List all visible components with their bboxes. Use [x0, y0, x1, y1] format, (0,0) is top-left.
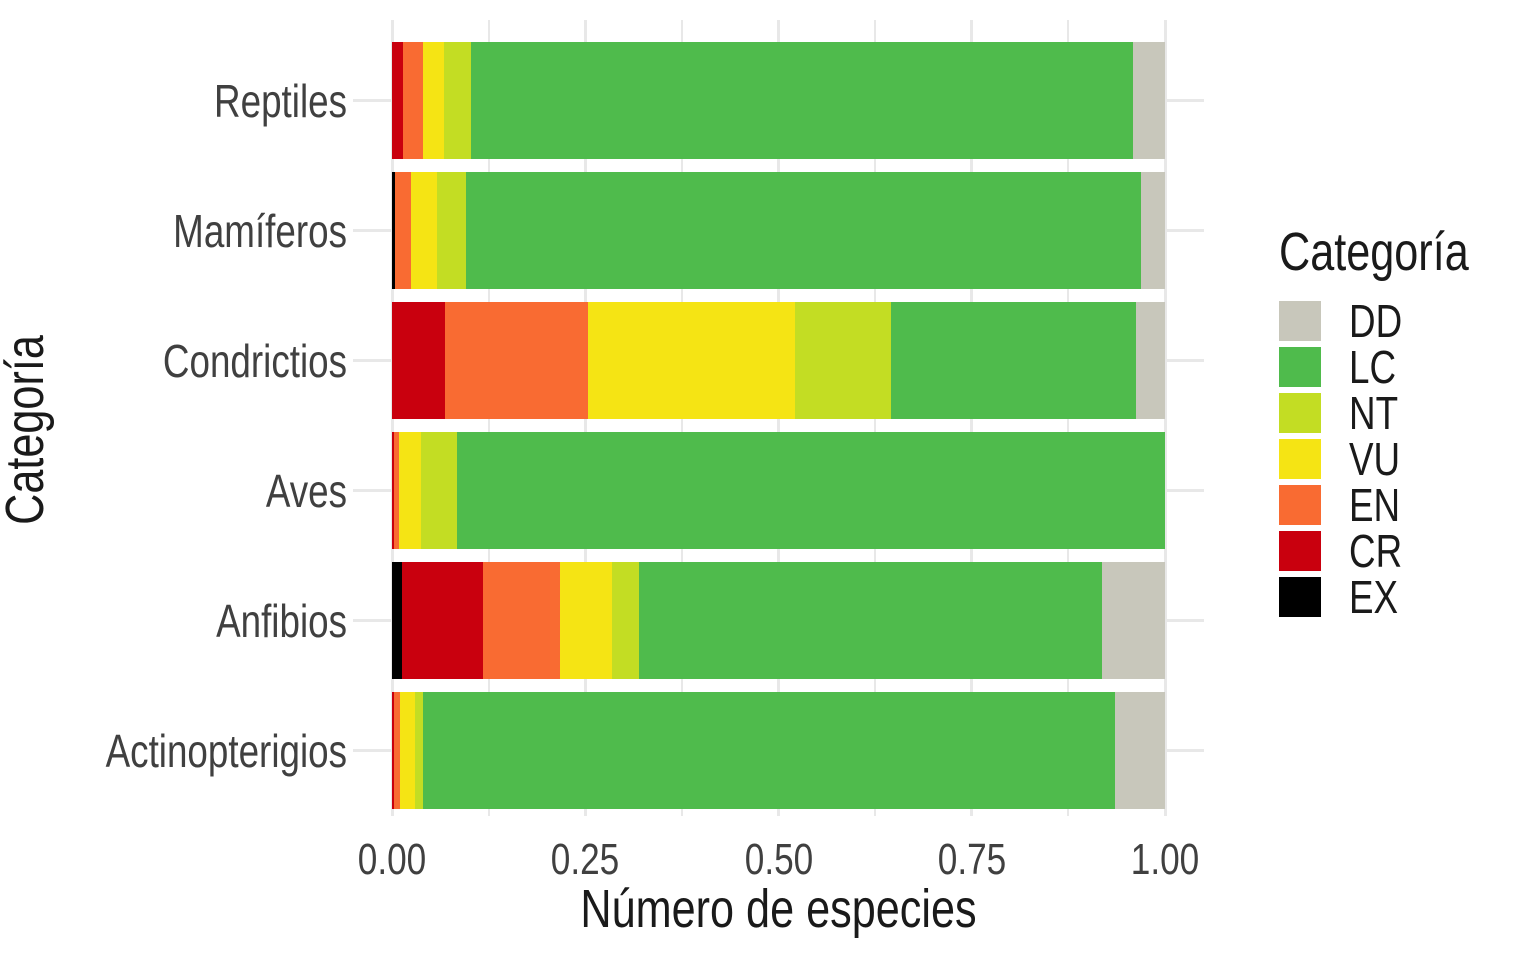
legend-entry-EN: EN: [1279, 479, 1536, 531]
bar-segment-DD: [1102, 562, 1165, 679]
bar-segment-EN: [394, 432, 399, 549]
bar-segment-VU: [411, 172, 437, 289]
legend-entries: DD LC NT VU EN CR EX: [1279, 295, 1536, 623]
bar-segment-NT: [415, 692, 423, 809]
bar-segment-EN: [444, 302, 589, 419]
legend-entry-VU: VU: [1279, 433, 1536, 485]
bar-segment-CR: [402, 562, 484, 679]
bar-segment-DD: [1114, 692, 1165, 809]
bar-segment-DD: [1133, 42, 1165, 159]
bar-segment-VU: [422, 42, 444, 159]
bar-segment-NT: [795, 302, 892, 419]
legend-entry-LC: LC: [1279, 341, 1536, 393]
legend-label-VU: VU: [1349, 433, 1401, 485]
legend-entry-CR: CR: [1279, 525, 1536, 577]
bar-row-aves: [392, 432, 1165, 549]
legend-label-LC: LC: [1349, 341, 1397, 393]
x-tick-label-1.00: 1.00: [1130, 835, 1200, 884]
category-label-anfibios: Anfibios: [216, 594, 347, 647]
bar-segment-VU: [398, 432, 421, 549]
legend-swatch-NT: [1279, 393, 1321, 433]
legend-title: Categoría: [1279, 222, 1469, 282]
legend-label-EX: EX: [1349, 571, 1399, 623]
legend-swatch-CR: [1279, 531, 1321, 571]
bar-segment-VU: [588, 302, 796, 419]
bar-row-anfibios: [392, 562, 1165, 679]
gridline-vertical-major: [1163, 20, 1167, 816]
bar-segment-NT: [612, 562, 639, 679]
bar-segment-LC: [466, 172, 1141, 289]
legend-label-EN: EN: [1349, 479, 1401, 531]
x-tick-label-0.25: 0.25: [550, 835, 620, 884]
bar-segment-EX: [392, 562, 403, 679]
bar-segment-LC: [422, 692, 1115, 809]
category-label-aves: Aves: [265, 464, 347, 517]
category-label-actinopterigios: Actinopterigios: [105, 724, 347, 777]
bar-segment-LC: [470, 42, 1134, 159]
bar-segment-DD: [1140, 172, 1165, 289]
bar-segment-DD: [1136, 302, 1165, 419]
bar-segment-EN: [483, 562, 560, 679]
legend-entry-DD: DD: [1279, 295, 1536, 347]
legend-swatch-LC: [1279, 347, 1321, 387]
x-axis-title: Número de especies: [580, 879, 977, 939]
legend-swatch-EX: [1279, 577, 1321, 617]
legend-label-CR: CR: [1349, 525, 1403, 577]
bar-row-condrictios: [392, 302, 1165, 419]
x-tick-label-0.50: 0.50: [744, 835, 813, 884]
bar-segment-EN: [395, 172, 412, 289]
bar-segment-LC: [891, 302, 1137, 419]
bar-segment-EN: [402, 42, 423, 159]
legend-label-DD: DD: [1349, 295, 1403, 347]
legend: Categoría DD LC NT VU EN CR EX: [1279, 225, 1536, 623]
legend-entry-NT: NT: [1279, 387, 1536, 439]
category-label-mamíferos: Mamíferos: [173, 204, 347, 257]
legend-swatch-VU: [1279, 439, 1321, 479]
bar-segment-NT: [420, 432, 457, 549]
bar-segment-CR: [392, 302, 445, 419]
bar-row-actinopterigios: [392, 692, 1165, 809]
legend-swatch-DD: [1279, 301, 1321, 341]
category-label-reptiles: Reptiles: [214, 74, 347, 127]
bar-segment-EN: [393, 692, 401, 809]
legend-swatch-EN: [1279, 485, 1321, 525]
bar-segment-EX: [392, 172, 396, 289]
legend-entry-EX: EX: [1279, 571, 1536, 623]
legend-label-NT: NT: [1349, 387, 1399, 439]
bar-segment-CR: [392, 432, 395, 549]
bar-segment-LC: [456, 432, 1165, 549]
category-label-condrictios: Condrictios: [162, 334, 347, 387]
bar-row-mamíferos: [392, 172, 1165, 289]
bar-segment-VU: [400, 692, 416, 809]
bar-segment-CR: [392, 42, 403, 159]
y-axis-title: Categoría: [0, 335, 55, 525]
bar-segment-VU: [559, 562, 613, 679]
bar-segment-NT: [436, 172, 467, 289]
bar-segment-CR: [392, 692, 394, 809]
bar-segment-LC: [638, 562, 1103, 679]
x-tick-label-0.75: 0.75: [937, 835, 1006, 884]
bar-row-reptiles: [392, 42, 1165, 159]
x-tick-label-0.00: 0.00: [357, 835, 427, 884]
bar-segment-NT: [443, 42, 471, 159]
